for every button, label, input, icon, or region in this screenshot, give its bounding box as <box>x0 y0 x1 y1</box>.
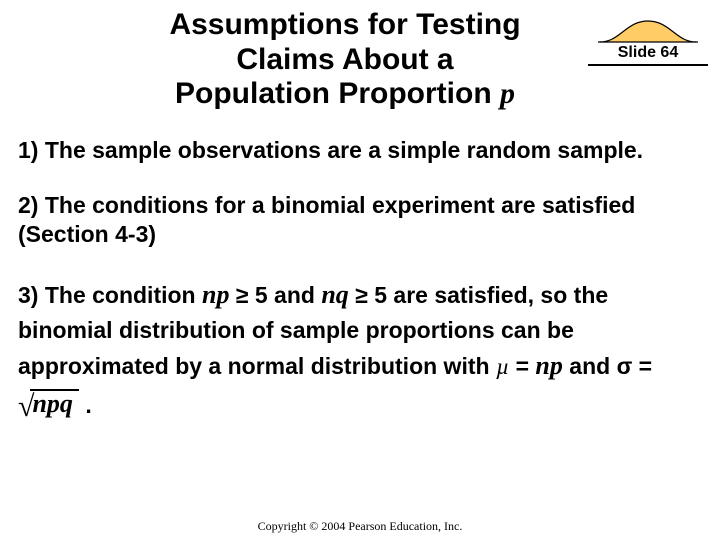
i3-eq2: = <box>632 353 652 379</box>
radicand: npq <box>30 389 78 417</box>
i3-np: np <box>202 280 229 309</box>
title-line1: Assumptions for Testing <box>110 8 580 43</box>
i3-np2: np <box>535 351 562 380</box>
assumption-2: 2) The conditions for a binomial experim… <box>18 191 698 250</box>
slide-underline <box>588 64 708 66</box>
title-line2: Claims About a <box>110 43 580 78</box>
i3-period: . <box>79 391 92 417</box>
sqrt-expr: √npq <box>18 385 79 429</box>
i3-eq1: = <box>509 353 535 379</box>
slide-corner: Slide 64 <box>588 18 708 66</box>
title-line3: Population Proportion p <box>110 77 580 112</box>
i3-five1: 5 <box>255 282 268 308</box>
i3-and: and <box>268 282 322 308</box>
i3-mu: µ <box>496 354 509 379</box>
assumption-1: 1) The sample observations are a simple … <box>18 136 698 165</box>
i3-five2: 5 <box>374 282 387 308</box>
i3-sigma: σ <box>617 353 633 379</box>
assumption-3: 3) The condition np ≥ 5 and nq ≥ 5 are s… <box>18 276 698 428</box>
bell-curve-icon <box>598 18 698 46</box>
title-var-p: p <box>500 77 515 110</box>
i3-nq: nq <box>321 280 348 309</box>
i3-ge2: ≥ <box>349 282 374 308</box>
i3-and2: and <box>563 353 617 379</box>
content-area: 1) The sample observations are a simple … <box>18 136 698 429</box>
title-line3-prefix: Population Proportion <box>175 77 500 110</box>
i3-lead: 3) The condition <box>18 282 202 308</box>
slide-title: Assumptions for Testing Claims About a P… <box>110 8 580 112</box>
i3-ge1: ≥ <box>229 282 254 308</box>
copyright: Copyright © 2004 Pearson Education, Inc. <box>0 519 720 534</box>
slide-number: Slide 64 <box>588 44 708 62</box>
